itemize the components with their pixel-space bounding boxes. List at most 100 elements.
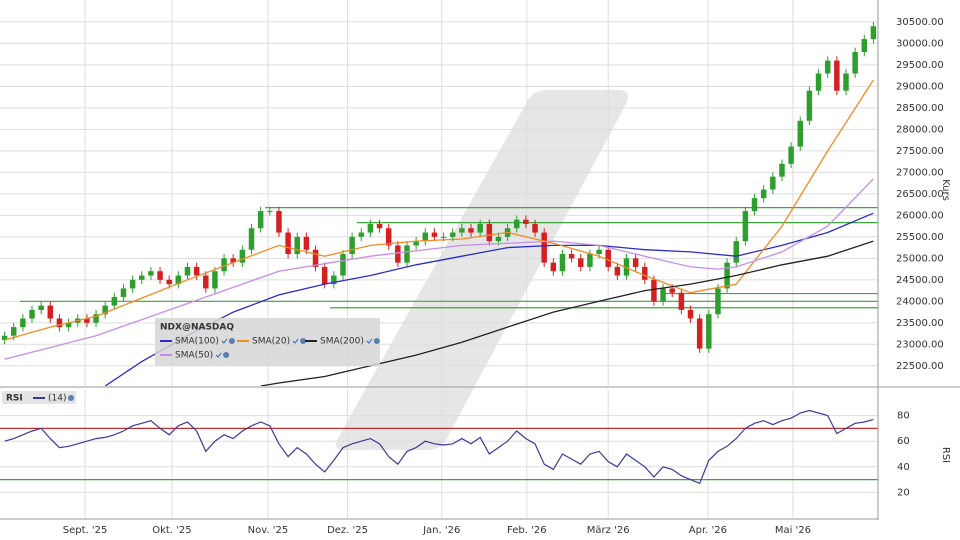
candle-body xyxy=(449,232,456,237)
legend-label: SMA(200) xyxy=(320,337,364,347)
candle-body xyxy=(696,318,703,349)
x-tick-label: Apr. '26 xyxy=(689,525,727,536)
candle-body xyxy=(93,314,99,323)
legend-icon xyxy=(228,338,235,344)
candle-body xyxy=(203,275,209,289)
candle-body xyxy=(267,211,273,213)
legend-box xyxy=(155,318,380,366)
y-tick-label: 26000.00 xyxy=(896,210,944,221)
x-tick-label: Jan. '26 xyxy=(422,525,460,536)
y-tick-label: 30000.00 xyxy=(896,38,944,49)
legend-check xyxy=(221,338,228,344)
candle-body xyxy=(294,236,300,255)
candle-body xyxy=(111,297,118,306)
candle-body xyxy=(852,52,858,74)
legend-icon xyxy=(373,338,380,344)
candle-body xyxy=(367,223,374,233)
candle-body xyxy=(632,258,639,267)
candle-body xyxy=(276,211,282,233)
legend-check xyxy=(366,338,373,344)
candle-body xyxy=(596,249,602,255)
candle-body xyxy=(678,292,685,310)
y-tick-label: 60 xyxy=(897,436,910,447)
x-tick-label: Mai '26 xyxy=(775,525,811,536)
candle-body xyxy=(477,223,483,233)
y-tick-label: 23000.00 xyxy=(896,339,944,350)
candle-body xyxy=(724,262,730,289)
candle-body xyxy=(404,245,410,263)
candle-body xyxy=(715,288,721,315)
candle-body xyxy=(10,327,17,336)
y-axis-label: RSI xyxy=(940,447,951,463)
candle-body xyxy=(422,232,429,242)
candle-body xyxy=(331,275,337,285)
y-tick-label: 24000.00 xyxy=(896,296,944,307)
candle-body xyxy=(120,288,127,298)
candle-body xyxy=(193,266,200,276)
legend-label: SMA(50) xyxy=(175,351,213,361)
candle-body xyxy=(834,60,840,91)
x-tick-label: Sept. '25 xyxy=(63,525,108,536)
y-tick-label: 20 xyxy=(897,487,910,498)
x-tick-label: Dez. '25 xyxy=(327,525,368,536)
candle-body xyxy=(221,258,227,272)
candle-body xyxy=(459,228,465,233)
y-tick-label: 30500.00 xyxy=(896,17,944,28)
candle-body xyxy=(129,279,136,289)
candle-body xyxy=(20,318,26,328)
candle-body xyxy=(742,211,749,242)
y-axis-label: Kurs xyxy=(940,179,951,201)
y-tick-label: 25500.00 xyxy=(896,232,944,243)
y-tick-label: 27500.00 xyxy=(896,146,944,157)
candle-body xyxy=(395,245,401,263)
candle-body xyxy=(578,258,584,267)
candle-body xyxy=(84,318,90,323)
candle-body xyxy=(175,275,182,285)
candle-body xyxy=(651,279,657,302)
candle-body xyxy=(376,223,383,229)
sma-line xyxy=(104,212,874,386)
candle-body xyxy=(706,314,712,349)
rsi-line xyxy=(4,409,874,485)
candle-body xyxy=(513,219,520,229)
y-tick-label: 25000.00 xyxy=(896,253,944,264)
candle-body xyxy=(779,163,785,177)
y-tick-label: 28500.00 xyxy=(896,103,944,114)
candle-body xyxy=(523,219,529,224)
candle-body xyxy=(248,228,255,250)
legend-title: NDX@NASDAQ xyxy=(160,323,234,333)
x-tick-label: Okt. '25 xyxy=(152,525,191,536)
candle-body xyxy=(468,228,474,233)
candle-body xyxy=(385,228,392,246)
candle-body xyxy=(733,241,739,263)
candle-body xyxy=(38,305,44,310)
candle-body xyxy=(166,279,172,285)
candle-body xyxy=(751,198,758,212)
candle-body xyxy=(760,189,767,199)
legend-check xyxy=(292,338,299,344)
watermark xyxy=(336,90,628,450)
candle-body xyxy=(541,232,547,263)
candle-body xyxy=(212,271,218,289)
legend-icon xyxy=(300,338,307,344)
candle-body xyxy=(815,73,822,91)
candle-body xyxy=(486,223,493,242)
candle-body xyxy=(824,60,831,74)
candle-body xyxy=(285,232,291,255)
panel-title: RSI xyxy=(6,394,23,404)
candle-body xyxy=(184,266,191,276)
y-tick-label: 22500.00 xyxy=(896,361,944,372)
candle-body xyxy=(358,232,365,237)
legend-label: SMA(100) xyxy=(175,337,219,347)
candle-body xyxy=(687,309,694,319)
legend-icon xyxy=(68,395,74,401)
candle-body xyxy=(29,309,35,319)
x-tick-label: Nov. '25 xyxy=(248,525,289,536)
candle-body xyxy=(239,249,246,263)
sma-line xyxy=(4,79,874,341)
y-tick-label: 27000.00 xyxy=(896,167,944,178)
candle-body xyxy=(47,305,54,319)
candle-body xyxy=(660,288,666,302)
candle-body xyxy=(623,258,630,276)
